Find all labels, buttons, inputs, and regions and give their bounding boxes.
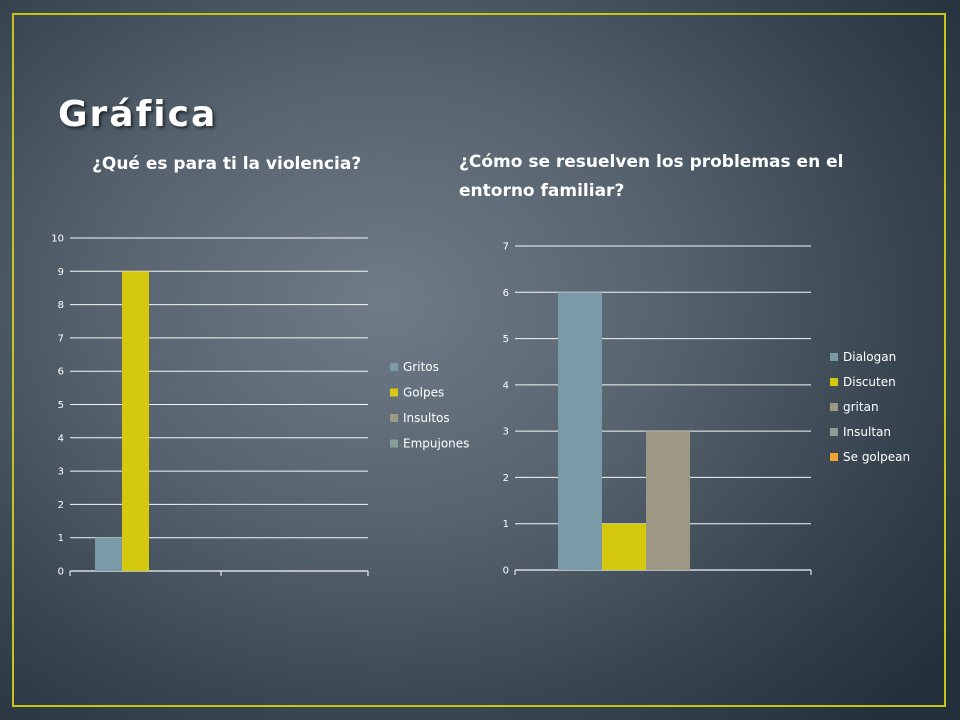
chart-2-ytick-label: 4 [503, 380, 509, 391]
chart-1-ytick-label: 5 [58, 400, 64, 411]
slide-frame [12, 13, 946, 707]
chart-1-legend-label: Insultos [403, 411, 450, 425]
chart-1-bar-golpes [122, 271, 149, 571]
chart-2-ytick-label: 1 [503, 519, 509, 530]
chart-2-legend-label: Insultan [843, 425, 891, 439]
chart-1-ytick-label: 7 [58, 333, 64, 344]
chart-2-legend-label: gritan [843, 400, 879, 414]
chart-2-legend-swatch [830, 453, 838, 461]
chart-1-title: ¿Qué es para ti la violencia? [92, 154, 362, 174]
chart-1-ytick-label: 0 [58, 567, 64, 578]
chart-2-legend-label: Se golpean [843, 450, 910, 464]
chart-1-ytick-label: 2 [58, 500, 64, 511]
chart-1-legend-swatch [390, 414, 398, 422]
chart-2-bar-dialogan [558, 292, 602, 570]
chart-1-ytick-label: 6 [58, 367, 64, 378]
chart-2-ytick-label: 5 [503, 334, 509, 345]
chart-1-legend-label: Golpes [403, 386, 444, 400]
chart-2-legend-swatch [830, 428, 838, 436]
chart-1-legend-label: Empujones [403, 437, 469, 451]
chart-1-ytick-label: 9 [58, 267, 64, 278]
chart-2-legend-label: Dialogan [843, 350, 896, 364]
chart-1-legend-swatch [390, 439, 398, 448]
chart-2-ytick-label: 2 [503, 473, 509, 484]
chart-2-legend-swatch [830, 403, 838, 411]
chart-1-legend-swatch [390, 363, 398, 371]
chart-1-ytick-label: 10 [51, 234, 64, 245]
chart-1-ytick-label: 3 [58, 467, 64, 478]
chart-2-title: ¿Cómo se resuelven los problemas en el e… [459, 152, 844, 201]
chart-2-legend-swatch [830, 378, 838, 386]
chart-2-bar-discuten [602, 523, 646, 570]
chart-1-ytick-label: 8 [58, 300, 64, 311]
chart-2-legend-label: Discuten [843, 375, 896, 389]
chart-2-legend-swatch [830, 353, 838, 361]
chart-2-ytick-label: 7 [503, 242, 509, 253]
chart-1-ytick-label: 1 [58, 533, 64, 544]
chart-2-ytick-label: 0 [503, 566, 509, 577]
chart-1-ytick-label: 4 [58, 433, 64, 444]
chart-1-legend-swatch [390, 388, 398, 397]
slide-title: Gráfica [58, 94, 218, 135]
chart-1-bar-gritos [95, 537, 122, 571]
chart-2-ytick-label: 6 [503, 288, 509, 299]
chart-1-legend-label: Gritos [403, 360, 439, 374]
chart-2-bar-gritan [646, 431, 690, 570]
chart-2-ytick-label: 3 [503, 427, 509, 438]
